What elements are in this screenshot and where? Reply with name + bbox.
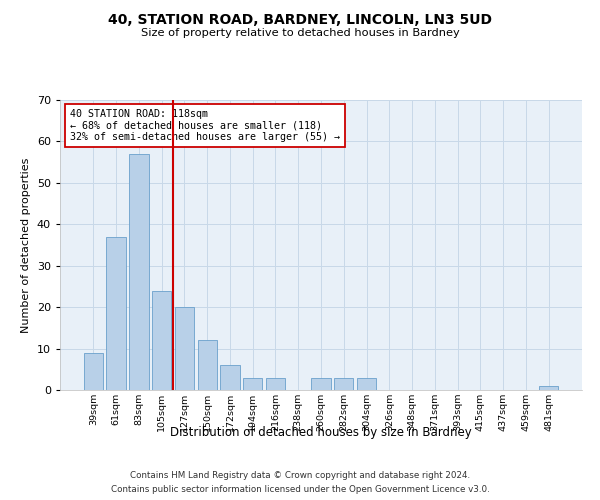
Bar xyxy=(220,365,239,390)
Bar xyxy=(197,340,217,390)
Bar xyxy=(175,307,194,390)
Text: 40 STATION ROAD: 118sqm
← 68% of detached houses are smaller (118)
32% of semi-d: 40 STATION ROAD: 118sqm ← 68% of detache… xyxy=(70,108,340,142)
Y-axis label: Number of detached properties: Number of detached properties xyxy=(21,158,31,332)
Bar xyxy=(311,378,331,390)
Text: Size of property relative to detached houses in Bardney: Size of property relative to detached ho… xyxy=(140,28,460,38)
Bar xyxy=(243,378,262,390)
Text: Distribution of detached houses by size in Bardney: Distribution of detached houses by size … xyxy=(170,426,472,439)
Bar xyxy=(84,352,103,390)
Text: Contains HM Land Registry data © Crown copyright and database right 2024.: Contains HM Land Registry data © Crown c… xyxy=(130,472,470,480)
Bar xyxy=(357,378,376,390)
Bar xyxy=(129,154,149,390)
Text: 40, STATION ROAD, BARDNEY, LINCOLN, LN3 5UD: 40, STATION ROAD, BARDNEY, LINCOLN, LN3 … xyxy=(108,12,492,26)
Bar xyxy=(539,386,558,390)
Bar xyxy=(106,236,126,390)
Text: Contains public sector information licensed under the Open Government Licence v3: Contains public sector information licen… xyxy=(110,484,490,494)
Bar xyxy=(266,378,285,390)
Bar xyxy=(152,290,172,390)
Bar xyxy=(334,378,353,390)
